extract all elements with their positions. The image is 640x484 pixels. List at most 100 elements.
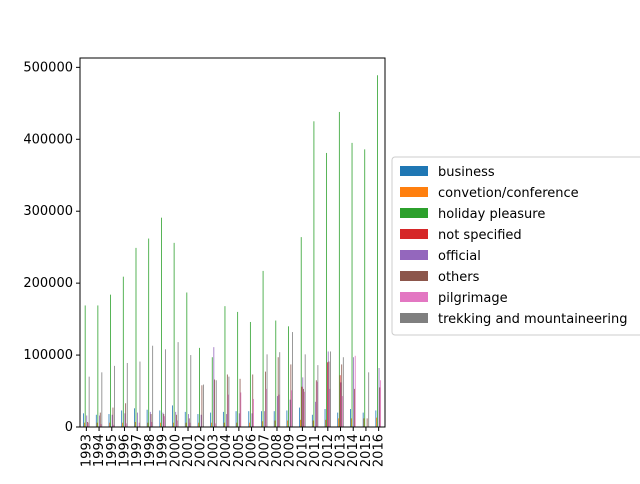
bar-trekking-and-mountaineering-1998 xyxy=(152,345,154,427)
bar-official-2016 xyxy=(378,368,380,427)
bar-official-2014 xyxy=(353,357,355,427)
legend-swatch-pilgrimage xyxy=(400,292,428,302)
bar-pilgrimage-2003 xyxy=(215,423,216,427)
bar-holiday-pleasure-2000 xyxy=(173,242,175,427)
bar-others-1994 xyxy=(99,412,101,427)
bar-trekking-and-mountaineering-2012 xyxy=(330,351,331,427)
bar-official-1998 xyxy=(149,411,151,427)
bar-convetion-conference-2005 xyxy=(236,422,238,427)
x-tick-label-1996: 1996 xyxy=(117,434,132,467)
bar-holiday-pleasure-2007 xyxy=(262,270,264,427)
bar-not-specified-2013 xyxy=(339,375,341,427)
y-tick-label-0: 0 xyxy=(65,420,73,435)
bar-business-2006 xyxy=(248,411,250,427)
bar-trekking-and-mountaineering-1997 xyxy=(139,361,141,427)
axes-spines xyxy=(79,57,386,428)
legend: business convetion/conference holiday plea… xyxy=(391,156,640,336)
bar-trekking-and-mountaineering-1993 xyxy=(88,376,90,427)
bar-pilgrimage-1993 xyxy=(87,422,89,427)
legend-swatch-convetion-conference xyxy=(400,187,428,197)
bar-business-1995 xyxy=(108,414,110,427)
bar-official-2007 xyxy=(264,411,266,427)
bar-official-2002 xyxy=(200,414,202,427)
bar-holiday-pleasure-2006 xyxy=(249,321,251,427)
y-tick-label-500000: 500000 xyxy=(23,60,73,75)
bar-holiday-pleasure-2009 xyxy=(288,326,289,427)
x-tick-label-2015: 2015 xyxy=(359,434,374,467)
x-tick-label-2007: 2007 xyxy=(257,434,272,467)
bar-pilgrimage-2006 xyxy=(253,398,254,427)
bar-others-1998 xyxy=(150,414,152,427)
bar-official-2006 xyxy=(251,413,253,427)
bar-official-2003 xyxy=(213,347,215,427)
bar-others-1999 xyxy=(163,414,165,427)
bar-business-1999 xyxy=(159,410,161,427)
x-tick-label-2011: 2011 xyxy=(308,434,323,467)
bar-convetion-conference-2012 xyxy=(325,419,327,427)
bar-holiday-pleasure-2011 xyxy=(313,121,315,428)
bar-convetion-conference-2010 xyxy=(300,419,301,427)
bar-pilgrimage-2000 xyxy=(176,420,178,427)
bar-trekking-and-mountaineering-2002 xyxy=(203,384,204,427)
bar-convetion-conference-2007 xyxy=(261,421,263,427)
bar-business-1993 xyxy=(83,413,84,427)
bar-business-2007 xyxy=(261,411,262,427)
x-tick-label-2014: 2014 xyxy=(346,434,361,467)
bar-convetion-conference-2009 xyxy=(287,420,289,427)
bar-business-2013 xyxy=(337,412,339,427)
bar-others-2011 xyxy=(315,380,317,427)
bar-business-2010 xyxy=(299,407,301,427)
bar-official-1993 xyxy=(86,415,88,427)
bar-business-2000 xyxy=(172,405,173,427)
bar-holiday-pleasure-2004 xyxy=(224,306,226,427)
bar-convetion-conference-2015 xyxy=(363,418,365,427)
bar-holiday-pleasure-2016 xyxy=(377,75,378,427)
bar-business-2002 xyxy=(197,414,199,427)
bar-business-2016 xyxy=(375,410,377,427)
bar-official-2009 xyxy=(289,399,291,427)
bar-others-2016 xyxy=(379,387,381,427)
bar-business-2008 xyxy=(273,411,275,427)
bar-convetion-conference-1999 xyxy=(160,422,162,427)
bar-pilgrimage-2013 xyxy=(342,396,343,427)
bar-others-2012 xyxy=(328,361,330,427)
bar-business-2014 xyxy=(350,409,351,427)
x-tick-label-2016: 2016 xyxy=(372,434,387,467)
bar-business-2011 xyxy=(311,414,313,427)
bar-trekking-and-mountaineering-2008 xyxy=(279,352,281,427)
bar-holiday-pleasure-2008 xyxy=(275,320,277,427)
x-tick-label-1993: 1993 xyxy=(79,434,94,467)
legend-label-others: others xyxy=(438,270,480,285)
x-tick-label-2000: 2000 xyxy=(168,434,183,467)
y-tick-label-400000: 400000 xyxy=(23,132,73,147)
legend-label-trekking-and-mountaineering: trekking and mountaineering xyxy=(438,312,628,327)
bar-business-2009 xyxy=(286,410,288,427)
bar-holiday-pleasure-2003 xyxy=(211,357,213,427)
bar-pilgrimage-1999 xyxy=(164,416,165,427)
legend-swatch-trekking-and-mountaineering xyxy=(400,313,428,323)
bar-convetion-conference-2006 xyxy=(249,422,250,427)
bar-pilgrimage-2004 xyxy=(227,394,229,427)
legend-swatch-official xyxy=(400,250,428,260)
bar-holiday-pleasure-1996 xyxy=(122,276,124,427)
bar-official-1995 xyxy=(111,414,113,427)
bar-business-2003 xyxy=(210,412,212,427)
bar-pilgrimage-2009 xyxy=(291,390,293,427)
bars-layer xyxy=(83,75,382,428)
bar-official-2000 xyxy=(175,411,177,427)
bar-trekking-and-mountaineering-2007 xyxy=(266,354,268,427)
bar-others-2000 xyxy=(176,414,177,427)
bar-holiday-pleasure-2005 xyxy=(237,311,239,427)
bar-pilgrimage-2001 xyxy=(189,422,191,427)
x-tick-label-1997: 1997 xyxy=(130,434,145,467)
bar-pilgrimage-2008 xyxy=(278,394,280,427)
bar-holiday-pleasure-2001 xyxy=(186,292,188,427)
bar-trekking-and-mountaineering-1996 xyxy=(126,362,128,427)
legend-box xyxy=(391,156,640,336)
bar-official-2008 xyxy=(276,396,278,427)
bar-convetion-conference-1996 xyxy=(122,422,123,427)
bar-others-1996 xyxy=(125,403,127,427)
bar-official-2004 xyxy=(226,414,227,427)
bar-pilgrimage-1995 xyxy=(113,424,115,427)
bar-holiday-pleasure-2014 xyxy=(351,142,353,427)
